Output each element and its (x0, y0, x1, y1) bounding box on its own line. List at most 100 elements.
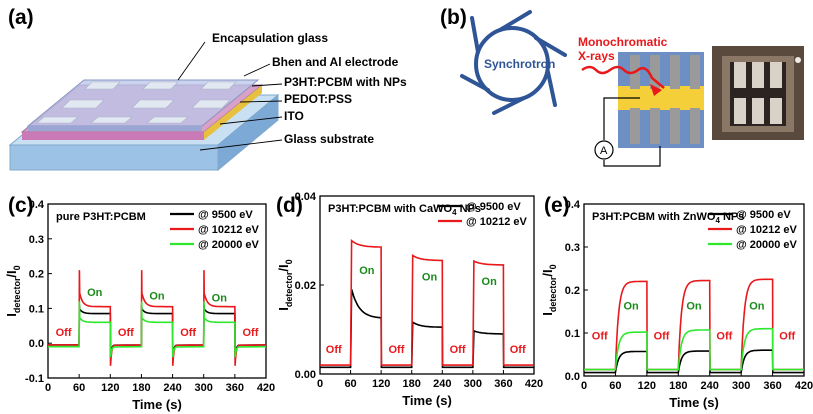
detector-schematic: A (581, 52, 704, 167)
x-tick-label: 180 (669, 380, 687, 392)
x-tick-label: 60 (73, 382, 85, 394)
y-tick-label: 0.04 (295, 191, 317, 203)
x-tick-label: 240 (163, 382, 181, 394)
annotation-off: Off (388, 344, 404, 356)
ammeter-symbol (594, 140, 614, 160)
x-tick-label: 0 (581, 380, 587, 392)
plot-frame (47, 203, 267, 379)
annotation-off: Off (180, 327, 196, 339)
legend-label: @ 9500 eV (736, 209, 791, 221)
x-tick-label: 180 (403, 378, 421, 390)
y-tick-label: 0.0 (29, 338, 44, 350)
annotation-off: Off (510, 344, 526, 356)
y-tick-label: 0.00 (295, 369, 316, 381)
substrate-front (9, 144, 219, 171)
x-tick-label: 420 (525, 378, 543, 390)
x-tick-label: 420 (257, 382, 275, 394)
annotation-off: Off (56, 327, 72, 339)
device-photo (712, 46, 804, 140)
annotation-off: Off (326, 344, 342, 356)
x-tick-label: 420 (795, 380, 813, 392)
y-axis-label: Idetector/I0 (4, 265, 22, 316)
y-tick-label: 0.3 (29, 234, 44, 246)
pedot-side (204, 85, 262, 140)
series-line-green (584, 327, 804, 371)
annotation-off: Off (118, 327, 134, 339)
series-line-red (320, 238, 534, 366)
ammeter-label: A (600, 145, 608, 157)
y-label-sub2: 0 (548, 264, 558, 269)
panel-b-label: (b) (440, 6, 467, 29)
series-line-black (320, 288, 534, 369)
chart-title-main: P3HT:PCBM with ZnWO (592, 211, 716, 223)
y-tick-label: 0.4 (29, 199, 45, 211)
x-tick-label: 360 (494, 378, 512, 390)
x-axis-label: Time (s) (669, 395, 719, 410)
x-tick-label: 180 (132, 382, 150, 394)
chart-c: 0 60 120 180 240 300 360 420 -0.1 0.0 0.1 0.2 0.3 0.4… (4, 199, 275, 412)
series-line-red (584, 278, 804, 371)
legend-label: @ 9500 eV (466, 201, 521, 213)
y-label-main: I (4, 313, 19, 317)
x-axis-label: Time (s) (132, 397, 182, 412)
photo-glare (795, 57, 801, 63)
panel-a: (a) (8, 6, 407, 172)
panel-b: (b) Synchrotron Monochromatic X-rays (440, 6, 804, 167)
label-ito: ITO (284, 109, 304, 123)
chart-e: 0 60 120 180 240 300 360 420 0.0 0.1 0.2 0.3 0.4 Time… (540, 199, 813, 410)
y-label-main: I (276, 307, 291, 311)
x-tick-label: 360 (226, 382, 244, 394)
chart-title: pure P3HT:PCBM (56, 211, 146, 223)
chart-title-main: pure P3HT:PCBM (56, 211, 146, 223)
y-tick-label: 0.1 (565, 328, 580, 340)
y-axis-label: Idetector/I0 (276, 259, 294, 310)
y-label-tail: /I (276, 264, 291, 271)
xray-beam-arrowhead (650, 84, 662, 96)
layer-leader-lines (177, 41, 283, 151)
y-tick-label: 0.2 (29, 269, 44, 281)
panel-a-label: (a) (8, 6, 34, 29)
series-line-black (48, 304, 267, 358)
x-tick-label: 120 (638, 380, 656, 392)
encapsulation-front (28, 126, 202, 131)
legend-label: @ 20000 eV (198, 239, 260, 251)
annotation-off: Off (592, 330, 608, 342)
annotation-on: On (149, 291, 165, 303)
chart-title-tail: NPs (457, 203, 481, 215)
circuit-wire-left (603, 97, 640, 140)
y-tick-label: 0.3 (565, 242, 580, 254)
y-tick-label: 0.02 (295, 280, 316, 292)
y-label-tail: /I (4, 270, 19, 277)
chart-title-sub: 4 (452, 208, 457, 217)
x-axis-label: Time (s) (402, 393, 452, 408)
annotation-off: Off (716, 330, 732, 342)
x-tick-label: 0 (45, 382, 51, 394)
annotation-off: Off (654, 330, 670, 342)
substrate-side (217, 93, 279, 172)
y-tick-label: 0.0 (565, 371, 580, 383)
label-glass-substrate: Glass substrate (284, 132, 374, 146)
y-tick-label: 0.2 (565, 285, 580, 297)
y-label-main: I (540, 312, 555, 316)
x-tick-label: 360 (763, 380, 781, 392)
y-label-sub2: 0 (284, 259, 294, 264)
electrode-pads (36, 81, 237, 124)
label-p3ht-pcbm: P3HT:PCBM with NPs (284, 75, 407, 89)
beam-label-line1: Monochromatic (578, 35, 668, 49)
label-bhen-al-electrode: Bhen and Al electrode (272, 55, 399, 69)
xray-beam (581, 65, 665, 89)
y-axis-label: Idetector/I0 (540, 264, 558, 315)
beam-label-line2: X-rays (578, 49, 615, 63)
legend-label: @ 10212 eV (466, 216, 528, 228)
annotation-off: Off (242, 327, 258, 339)
annotation-on: On (624, 300, 640, 312)
annotation-off: Off (450, 344, 466, 356)
annotation-off: Off (779, 330, 795, 342)
label-encapsulation-glass: Encapsulation glass (212, 31, 328, 45)
chart-d: 0 60 120 180 240 300 360 420 0.00 0.02 0.04 Time (s… (276, 191, 543, 408)
y-tick-label: 0.1 (29, 303, 44, 315)
legend-label: @ 10212 eV (736, 224, 798, 236)
annotation-on: On (749, 300, 765, 312)
legend-label: @ 20000 eV (736, 239, 798, 251)
